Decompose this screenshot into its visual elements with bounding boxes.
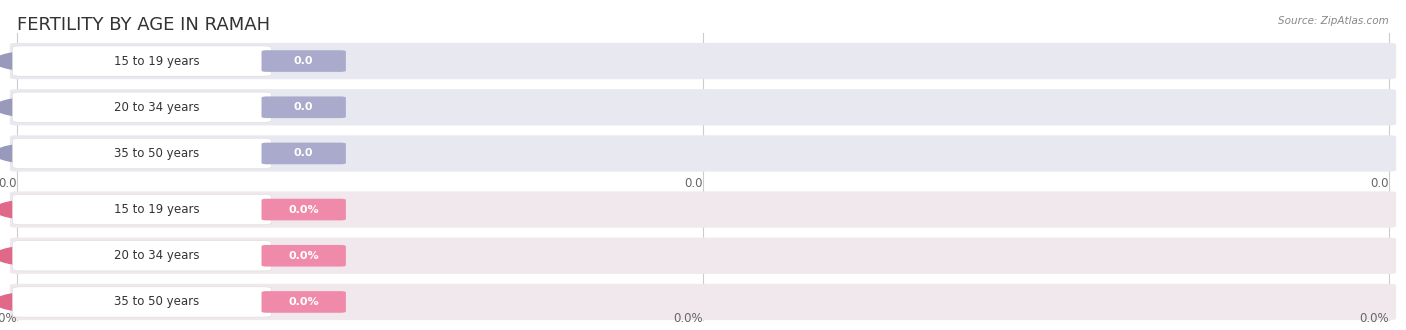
FancyBboxPatch shape [10, 238, 1396, 274]
Text: 0.0%: 0.0% [673, 312, 703, 325]
Text: 0.0%: 0.0% [288, 205, 319, 214]
FancyBboxPatch shape [10, 135, 1396, 172]
Circle shape [0, 51, 79, 71]
Text: 0.0%: 0.0% [288, 297, 319, 307]
Circle shape [0, 292, 79, 312]
Text: 0.0: 0.0 [685, 177, 703, 190]
Text: 0.0: 0.0 [294, 56, 314, 66]
Text: 0.0: 0.0 [294, 102, 314, 112]
Text: 15 to 19 years: 15 to 19 years [114, 54, 200, 68]
Text: 0.0: 0.0 [0, 177, 17, 190]
Circle shape [0, 246, 79, 266]
FancyBboxPatch shape [262, 245, 346, 267]
Text: 35 to 50 years: 35 to 50 years [114, 147, 200, 160]
FancyBboxPatch shape [13, 241, 271, 271]
Text: 20 to 34 years: 20 to 34 years [114, 249, 200, 262]
Text: FERTILITY BY AGE IN RAMAH: FERTILITY BY AGE IN RAMAH [17, 16, 270, 35]
FancyBboxPatch shape [262, 143, 346, 164]
FancyBboxPatch shape [13, 138, 271, 169]
Circle shape [0, 97, 79, 117]
FancyBboxPatch shape [262, 96, 346, 118]
Text: 20 to 34 years: 20 to 34 years [114, 101, 200, 114]
FancyBboxPatch shape [13, 287, 271, 317]
FancyBboxPatch shape [10, 284, 1396, 320]
FancyBboxPatch shape [10, 191, 1396, 228]
Text: 0.0: 0.0 [1371, 177, 1389, 190]
Text: 0.0%: 0.0% [288, 251, 319, 261]
Text: Source: ZipAtlas.com: Source: ZipAtlas.com [1278, 16, 1389, 26]
FancyBboxPatch shape [13, 92, 271, 122]
Text: 0.0%: 0.0% [1360, 312, 1389, 325]
FancyBboxPatch shape [10, 89, 1396, 125]
FancyBboxPatch shape [262, 291, 346, 313]
Circle shape [0, 144, 79, 163]
Text: 15 to 19 years: 15 to 19 years [114, 203, 200, 216]
Text: 0.0: 0.0 [294, 148, 314, 158]
FancyBboxPatch shape [262, 199, 346, 220]
FancyBboxPatch shape [10, 43, 1396, 79]
Circle shape [0, 200, 79, 219]
FancyBboxPatch shape [262, 50, 346, 72]
FancyBboxPatch shape [13, 46, 271, 76]
Text: 35 to 50 years: 35 to 50 years [114, 295, 200, 309]
FancyBboxPatch shape [13, 194, 271, 225]
Text: 0.0%: 0.0% [0, 312, 17, 325]
